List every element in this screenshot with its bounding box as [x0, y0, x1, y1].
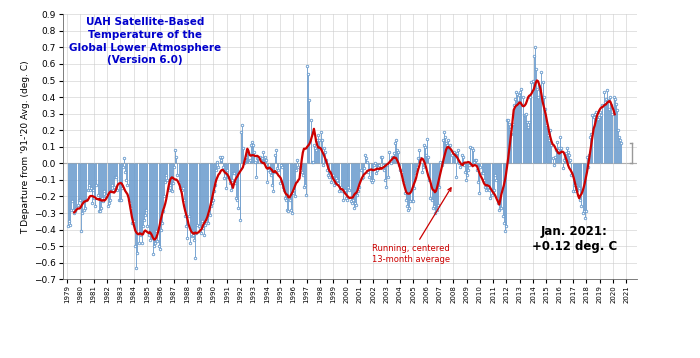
- Text: Jan. 2021:
+0.12 deg. C: Jan. 2021: +0.12 deg. C: [532, 225, 617, 253]
- Y-axis label: T Departure from '91-'20 Avg. (deg. C): T Departure from '91-'20 Avg. (deg. C): [21, 60, 30, 233]
- Text: Running, centered
13-month average: Running, centered 13-month average: [372, 188, 451, 264]
- Text: UAH Satellite-Based
Temperature of the
Global Lower Atmosphere
(Version 6.0): UAH Satellite-Based Temperature of the G…: [69, 17, 221, 66]
